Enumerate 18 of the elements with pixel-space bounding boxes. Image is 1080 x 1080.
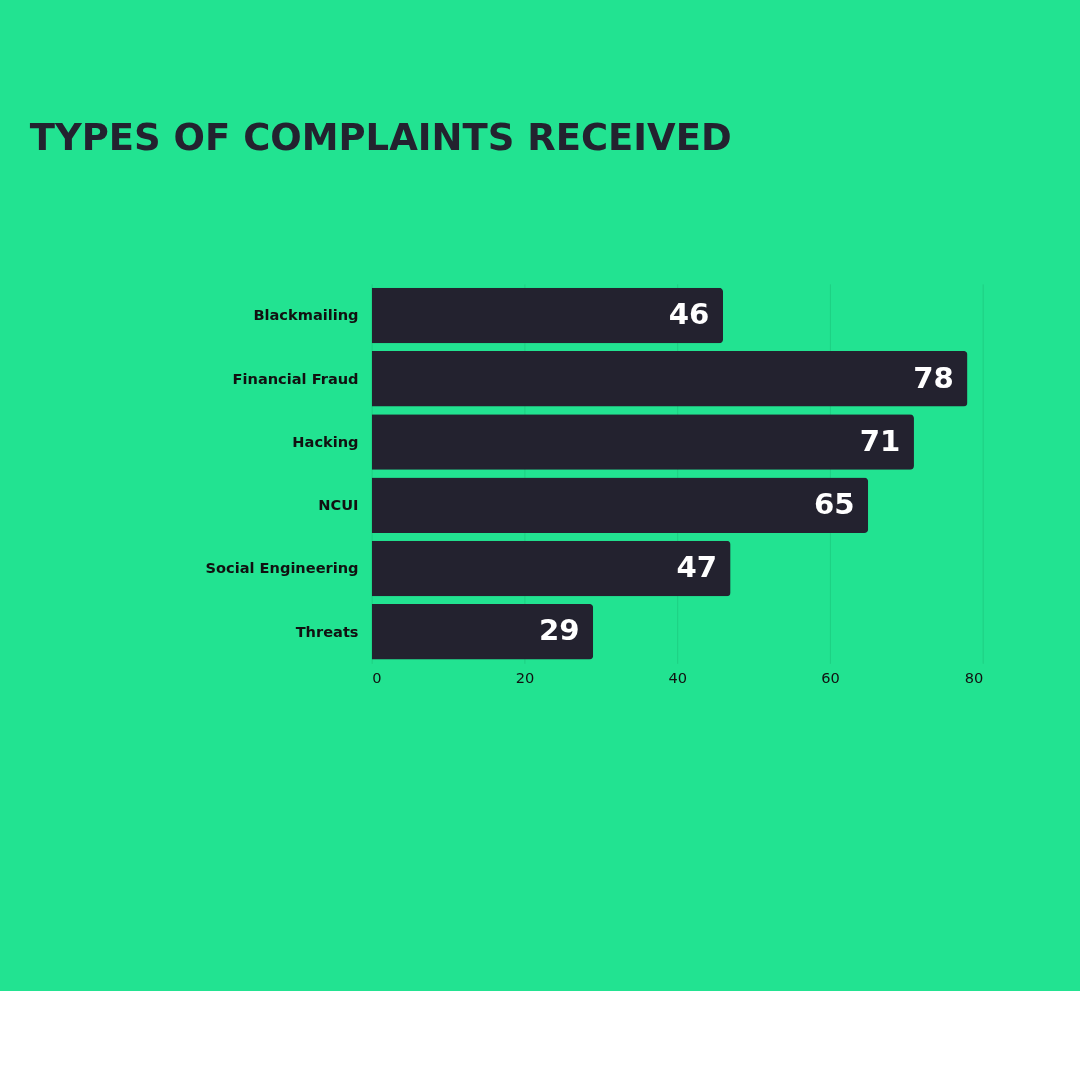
data-label: 65 [813, 486, 855, 521]
data-label: 29 [538, 613, 580, 648]
data-label: 46 [668, 297, 710, 332]
x-tick-label: 20 [515, 669, 535, 687]
y-tick-label: NCUI [318, 496, 359, 514]
data-label: 71 [859, 423, 901, 458]
y-tick-label: Blackmailing [253, 306, 359, 324]
x-tick-label: 40 [668, 669, 687, 687]
chart-title: TYPES OF COMPLAINTS RECEIVED [29, 115, 732, 159]
data-label: 78 [913, 360, 954, 395]
y-tick-label: Threats [295, 622, 359, 640]
data-label: 47 [676, 550, 718, 585]
y-tick-label: Hacking [292, 432, 359, 450]
x-tick-label: 60 [821, 669, 840, 687]
x-tick-label: 0 [372, 669, 382, 687]
y-tick-label: Social Engineering [205, 559, 359, 577]
x-tick-label: 80 [964, 669, 984, 687]
y-tick-label: Financial Fraud [232, 369, 359, 387]
